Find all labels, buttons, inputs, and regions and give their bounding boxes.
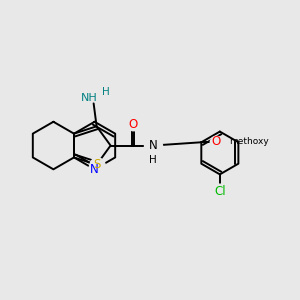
Text: N: N (149, 139, 158, 152)
Text: S: S (93, 158, 100, 171)
Text: methoxy: methoxy (230, 137, 269, 146)
Text: O: O (212, 135, 221, 148)
Text: H: H (102, 86, 110, 97)
Text: H: H (149, 155, 157, 165)
Text: O: O (128, 118, 137, 130)
Text: N: N (90, 163, 99, 176)
Text: Cl: Cl (214, 185, 226, 198)
Text: NH: NH (81, 93, 98, 103)
